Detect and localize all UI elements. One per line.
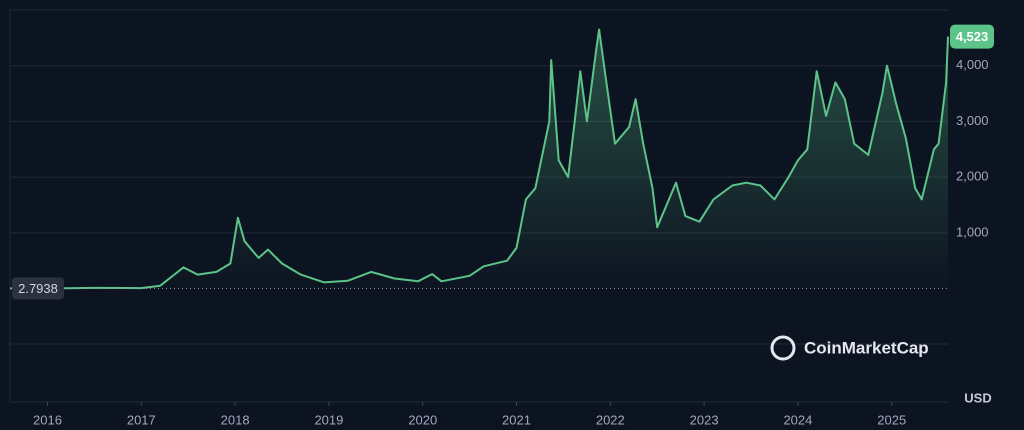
x-tick-label: 2021 — [502, 412, 531, 427]
y-tick-label: 3,000 — [956, 113, 989, 128]
price-badge — [950, 24, 994, 49]
unit-label: USD — [964, 390, 991, 405]
price-badge-label: 4,523 — [956, 29, 989, 44]
x-tick-label: 2023 — [690, 412, 719, 427]
x-tick-label: 2016 — [33, 412, 62, 427]
x-tick-label: 2019 — [314, 412, 343, 427]
x-tick-label: 2025 — [877, 412, 906, 427]
x-tick-label: 2022 — [596, 412, 625, 427]
x-tick-label: 2017 — [127, 412, 156, 427]
y-tick-label: 4,000 — [956, 57, 989, 72]
y-tick-label: 2,000 — [956, 169, 989, 184]
area — [10, 29, 948, 289]
x-tick-label: 2020 — [408, 412, 437, 427]
x-tick-label: 2018 — [221, 412, 250, 427]
y-tick-label: 1,000 — [956, 224, 989, 239]
reference-label: 2.7938 — [18, 281, 58, 296]
reference-badge — [12, 277, 64, 300]
watermark-text: CoinMarketCap — [804, 338, 929, 357]
x-tick-label: 2024 — [783, 412, 812, 427]
logo — [770, 335, 796, 361]
line — [9, 28, 949, 290]
watermark: CoinMarketCap — [770, 335, 929, 361]
